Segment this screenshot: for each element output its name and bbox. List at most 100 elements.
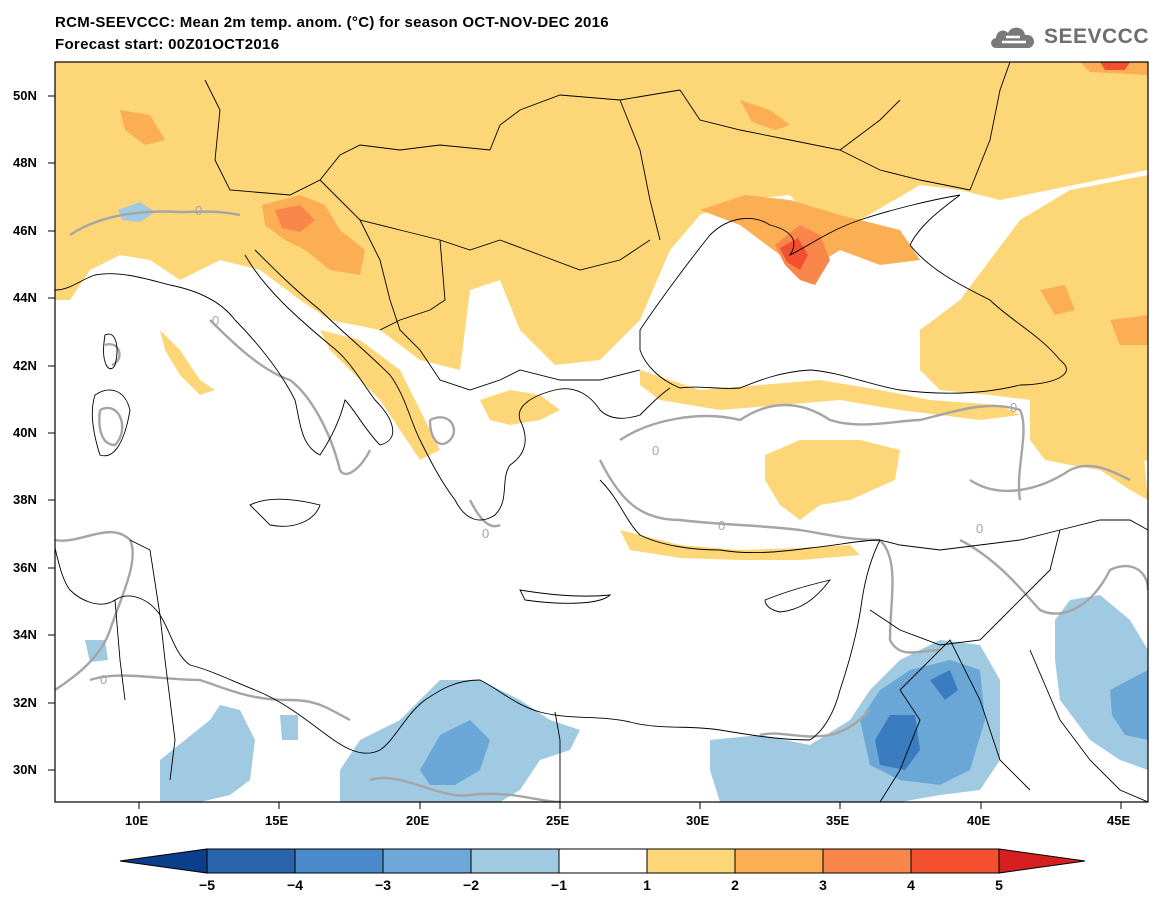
contour-label: 0 [1010, 400, 1017, 415]
contour-greece [428, 416, 501, 528]
warm-hot-croatia [275, 205, 315, 232]
contour-north-africa [55, 530, 134, 691]
cloud-icon [991, 27, 1034, 48]
lon-label: 10E [125, 813, 149, 828]
colorbar-label: −4 [287, 877, 303, 893]
forecast-start-label: Forecast start: 00Z01OCT2016 [55, 36, 280, 53]
warm-area-europe [55, 62, 1148, 370]
warm-core-austria [120, 110, 165, 145]
cool-area-small-2 [280, 715, 298, 740]
colorbar-label: 1 [643, 877, 651, 893]
contour-label: 0 [482, 526, 489, 541]
lon-label: 15E [265, 813, 289, 828]
contour-label: 0 [718, 518, 725, 533]
lon-label: 35E [826, 813, 850, 828]
contour-egypt [759, 709, 871, 738]
colorbar-label: −5 [199, 877, 215, 893]
contour-label: 0 [100, 672, 107, 687]
lat-label: 44N [13, 290, 37, 305]
cool-deep-jordan [875, 715, 920, 770]
cool-core-iraq [1110, 670, 1148, 740]
colorbar-label: 5 [995, 877, 1003, 893]
map-frame [54, 61, 1149, 803]
italy-coast [55, 254, 394, 456]
lat-ticks [48, 95, 55, 771]
anomaly-fields [55, 62, 1148, 802]
map-title: RCM-SEEVCCC: Mean 2m temp. anom. (°C) fo… [55, 14, 609, 31]
lat-label: 46N [13, 223, 37, 238]
colorbar-label: −2 [463, 877, 479, 893]
cool-area-tunisia [160, 705, 255, 802]
colorbar-label: 4 [907, 877, 915, 893]
warm-area-anatolia [765, 440, 900, 520]
lon-label: 45E [1107, 813, 1131, 828]
country-borders-europe [204, 62, 1011, 391]
africa-coast [55, 547, 811, 754]
colorbar-bin [470, 848, 560, 874]
lon-label: 40E [967, 813, 991, 828]
country-borders-middle-east [869, 519, 1148, 802]
contour-label: 0 [976, 521, 983, 536]
cool-core-libya [420, 720, 490, 785]
lon-ticks [138, 802, 1122, 809]
lon-label: 20E [406, 813, 430, 828]
colorbar-bin [822, 848, 912, 874]
warm-core-poland [740, 100, 790, 130]
cyprus-coast [764, 579, 832, 613]
warm-area-italy-west [160, 330, 215, 395]
colorbar-label: −1 [551, 877, 567, 893]
warm-area-aegean-coast [480, 390, 560, 425]
colorbar-label: 3 [819, 877, 827, 893]
colorbar-label: −3 [375, 877, 391, 893]
sicily-coast [249, 498, 321, 527]
colorbar-bin [382, 848, 472, 874]
lat-label: 42N [13, 358, 37, 373]
lat-label: 34N [13, 627, 37, 642]
colorbar-bin [206, 848, 296, 874]
colorbar-bin [734, 848, 824, 874]
lon-label: 30E [686, 813, 710, 828]
contour-label: 0 [212, 313, 219, 328]
warm-extreme-top-right [1100, 62, 1130, 70]
colorbar-bin [910, 848, 1000, 874]
warm-area-caucasus [1030, 385, 1148, 500]
warm-core-russia [1040, 285, 1075, 315]
lat-label: 38N [13, 492, 37, 507]
black-sea-coast [639, 194, 1067, 394]
colorbar-lower-arrow [119, 848, 208, 874]
corsica-coast [103, 333, 118, 370]
contour-tunisia [89, 674, 351, 722]
lat-label: 36N [13, 560, 37, 575]
crete-coast [519, 589, 612, 604]
contour-sardinia [98, 343, 124, 447]
coastlines-borders [55, 62, 1148, 802]
levant-coast [809, 539, 881, 741]
zero-contours [55, 210, 1148, 802]
turkey-south-coast [599, 479, 881, 554]
warm-area-turkey-coast [640, 370, 1020, 420]
lat-label: 30N [13, 762, 37, 777]
warm-area-adriatic [320, 330, 440, 460]
lat-label: 32N [13, 695, 37, 710]
colorbar-upper-arrow [998, 848, 1086, 874]
contour-turkey-south [598, 459, 881, 542]
contour-russia [969, 464, 1131, 493]
country-borders-africa [114, 539, 561, 802]
seevccc-logo: SEEVCCC [988, 22, 1149, 52]
contour-libya [369, 776, 561, 802]
lon-label: 25E [546, 813, 570, 828]
colorbar-label: 2 [731, 877, 739, 893]
warm-extreme-crimea [780, 238, 808, 270]
contour-syria [879, 538, 1148, 654]
lat-label: 40N [13, 425, 37, 440]
contour-alps [69, 210, 241, 236]
lat-label: 48N [13, 155, 37, 170]
contour-label: 0 [652, 443, 659, 458]
warm-core-east [1110, 315, 1148, 345]
logo-text: SEEVCCC [1043, 25, 1149, 48]
sardinia-coast [91, 389, 131, 457]
colorbar-bin [294, 848, 384, 874]
colorbar-bin [558, 848, 648, 874]
